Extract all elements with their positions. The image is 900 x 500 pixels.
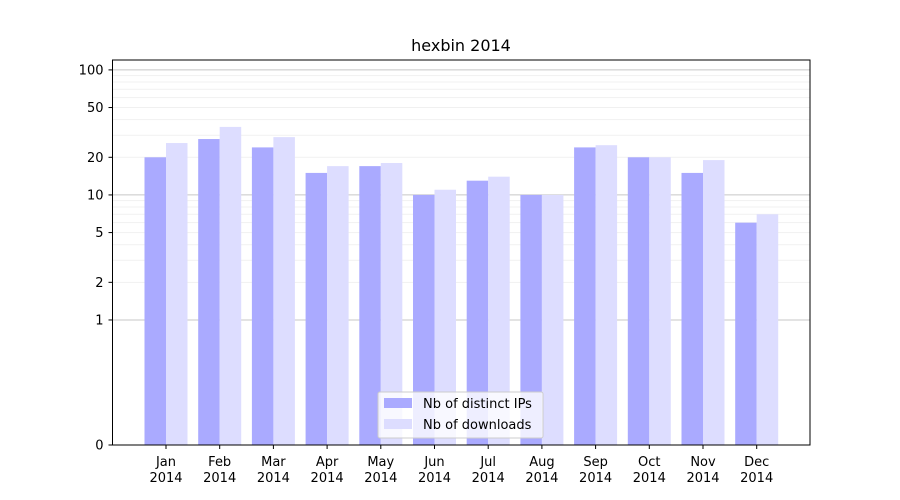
y-tick-label: 50 — [87, 101, 104, 116]
bar-downloads — [488, 176, 510, 445]
bar-distinct-ips — [681, 172, 703, 445]
x-tick-label-line: Jan — [155, 455, 176, 470]
legend-label: Nb of downloads — [423, 418, 532, 433]
x-tick-label-line: 2014 — [472, 471, 505, 486]
legend-swatch — [384, 398, 412, 408]
x-tick-label-line: 2014 — [525, 471, 558, 486]
x-tick-label: Sep 2014 — [579, 455, 612, 486]
y-tick-label: 0 — [95, 439, 103, 454]
x-tick-label-line: Feb — [208, 455, 231, 470]
bar-distinct-ips — [251, 147, 274, 446]
y-tick-label: 2 — [95, 276, 103, 291]
x-tick-label: Oct 2014 — [633, 455, 666, 486]
x-tick-label: Jan 2014 — [149, 455, 182, 486]
x-tick-label-line: 2014 — [364, 471, 397, 486]
bar-distinct-ips — [198, 139, 220, 445]
y-tick-label: 10 — [87, 188, 104, 203]
x-tick-label-line: Dec — [744, 455, 769, 470]
bar-downloads — [541, 194, 564, 445]
y-tick-label: 5 — [95, 226, 103, 241]
legend-swatch — [384, 419, 412, 429]
x-tick-label-line: Mar — [261, 455, 286, 470]
x-tick-label-line: 2014 — [257, 471, 290, 486]
bar-distinct-ips — [466, 180, 489, 445]
bar-downloads — [703, 160, 725, 445]
x-tick-label-line: 2014 — [740, 471, 773, 486]
legend: Nb of distinct IPs Nb of downloads — [377, 391, 544, 439]
axes-frame — [112, 59, 811, 446]
x-tick-label: Nov 2014 — [686, 455, 719, 486]
y-tick-label: 100 — [79, 63, 104, 78]
x-tick-label-line: 2014 — [203, 471, 236, 486]
x-tick-label-line: May — [367, 455, 394, 470]
x-tick-label: Jun 2014 — [418, 455, 451, 486]
bar-downloads — [434, 189, 456, 445]
bar-distinct-ips — [359, 166, 381, 445]
bar-distinct-ips — [413, 194, 435, 445]
bar-distinct-ips — [574, 147, 596, 446]
bar-downloads — [380, 163, 403, 445]
x-tick-label-line: 2014 — [579, 471, 612, 486]
x-tick-label-line: 2014 — [418, 471, 451, 486]
bars — [144, 126, 779, 446]
chart-title: hexbin 2014 — [411, 36, 511, 55]
x-tick-label: Feb 2014 — [203, 455, 236, 486]
bar-downloads — [273, 137, 295, 445]
x-tick-label-line: Nov — [690, 455, 716, 470]
bar-distinct-ips — [305, 172, 328, 445]
x-tick-label: Apr 2014 — [311, 455, 344, 486]
x-tick-label: Mar 2014 — [257, 455, 290, 486]
x-tick-label: Aug 2014 — [525, 455, 558, 486]
bar-distinct-ips — [627, 157, 650, 445]
x-tick-label-line: 2014 — [149, 471, 182, 486]
bar-downloads — [756, 214, 779, 445]
x-tick-label: Dec 2014 — [740, 455, 773, 486]
bar-downloads — [595, 145, 618, 445]
x-tick-label-line: Jun — [423, 455, 444, 470]
bar-distinct-ips — [144, 157, 166, 445]
x-tick-label: May 2014 — [364, 455, 397, 486]
bar-downloads — [219, 126, 242, 446]
bar-distinct-ips — [520, 194, 542, 445]
x-tick-label-line: 2014 — [311, 471, 344, 486]
y-tick-label: 1 — [95, 313, 103, 328]
x-tick-label-line: Oct — [638, 455, 660, 470]
x-tick-label-line: 2014 — [686, 471, 719, 486]
x-tick-label-line: Sep — [583, 455, 608, 470]
bar-downloads — [166, 143, 188, 445]
legend-label: Nb of distinct IPs — [423, 397, 532, 412]
x-tick-label: Jul 2014 — [472, 455, 505, 486]
x-tick-label-line: Apr — [316, 455, 339, 470]
y-tick-label: 20 — [87, 151, 104, 166]
bar-distinct-ips — [735, 222, 757, 445]
x-tick-label-line: Aug — [529, 455, 554, 470]
x-tick-label-line: 2014 — [633, 471, 666, 486]
bar-downloads — [327, 166, 349, 445]
x-tick-label-line: Jul — [479, 455, 496, 470]
legend-box — [377, 391, 544, 439]
bar-downloads — [649, 157, 671, 445]
y-axis: 0 1 2 5 10 20 50 100 — [79, 63, 113, 454]
